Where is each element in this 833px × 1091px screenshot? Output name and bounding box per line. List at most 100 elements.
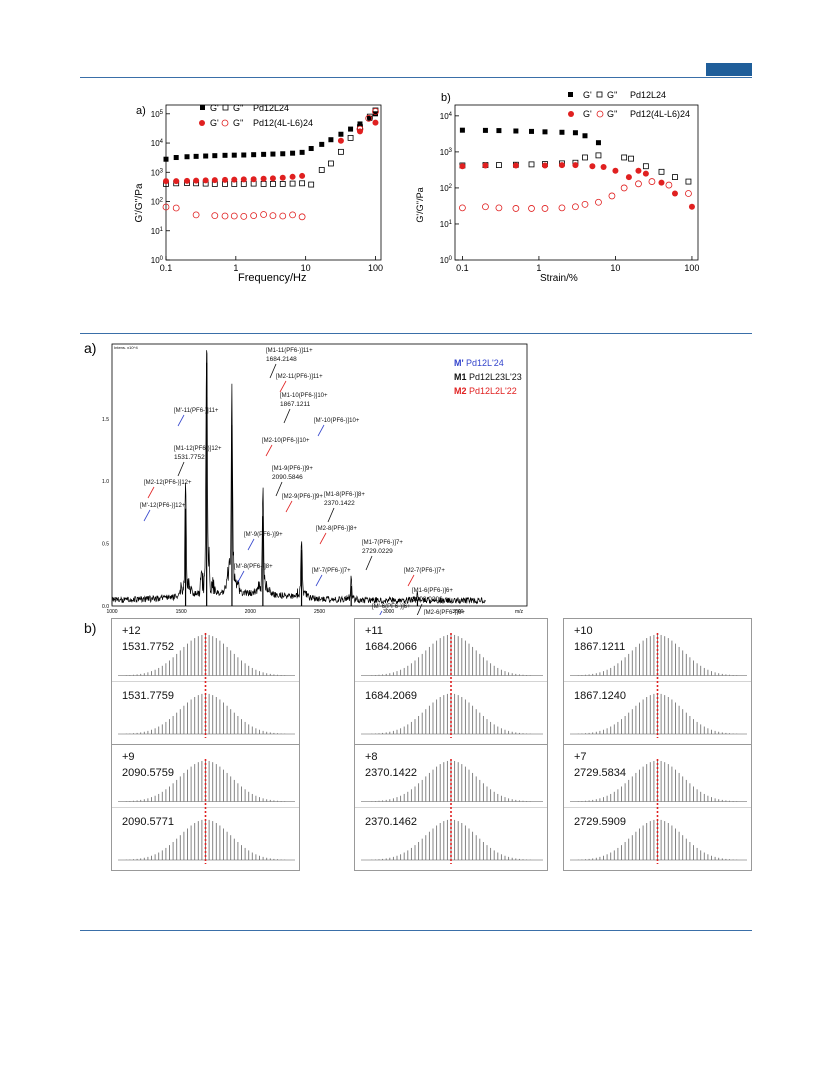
isotope-exp-mz: 2090.5759	[122, 767, 174, 779]
data-point	[582, 154, 588, 161]
plot-frame	[454, 104, 699, 261]
section-rule-2	[80, 930, 752, 931]
legend-gp-1: G'	[210, 103, 219, 113]
plot-frame	[111, 343, 528, 607]
ms-annotation-arrow	[147, 486, 155, 499]
isotope-panel: +9 2090.5759 2090.5771	[111, 744, 300, 871]
ms-annotation-arrow	[265, 444, 273, 457]
data-point	[595, 140, 601, 146]
ms-annotation: [M'-12(PF6-)]12+	[140, 503, 186, 509]
x-tick-label: 2000	[245, 609, 256, 615]
data-point	[173, 178, 180, 185]
isotope-exp-mz: 2370.1422	[365, 767, 417, 779]
data-point	[685, 178, 692, 185]
x-tick-label: 0.1	[456, 263, 469, 273]
data-point	[482, 127, 488, 133]
ms-annotation: [M'-11(PF6-)]11+	[174, 408, 219, 414]
legend-m2-key: M2	[454, 386, 467, 396]
section-rule-1	[80, 333, 752, 334]
ms-annotation-arrow	[379, 610, 383, 615]
data-point	[495, 204, 503, 212]
x-tick-label: 1500	[176, 609, 187, 615]
legend-b-compound-2: Pd12(4L-L6)24	[630, 109, 690, 119]
data-point	[270, 181, 276, 187]
isotope-charge: +11	[365, 625, 383, 637]
data-point	[231, 176, 238, 183]
data-point	[260, 181, 267, 187]
data-point	[163, 156, 169, 162]
data-point	[581, 200, 589, 208]
y-tick-label: 101	[440, 220, 453, 229]
data-point	[162, 203, 170, 211]
x-tick-label: 2500	[314, 609, 325, 615]
data-point	[541, 205, 549, 212]
isotope-panel: +8 2370.1422 2370.1462	[354, 744, 548, 871]
isotope-sim-mz: 2090.5771	[122, 815, 174, 828]
data-point	[688, 203, 695, 210]
data-point	[482, 162, 489, 169]
data-point	[628, 155, 634, 162]
data-point	[202, 177, 209, 184]
ms-annotation: [M'-8(PF6-)]8+	[234, 564, 273, 570]
data-point	[250, 212, 258, 219]
isotope-sim-mz: 1867.1240	[574, 689, 626, 702]
data-point	[251, 152, 257, 158]
data-point	[192, 211, 200, 219]
data-point	[269, 212, 277, 219]
x-tick-label: 0.1	[160, 263, 173, 273]
data-point	[269, 175, 276, 182]
y-tick-label: 102	[151, 198, 164, 207]
data-point	[459, 127, 465, 133]
data-point	[665, 181, 673, 189]
ms-annotation: [M'-7(PF6-)]7+	[312, 568, 351, 574]
panel-a-legend: G' G'' Pd12L24 G' G'' Pd12(4L-L6)24	[199, 103, 313, 128]
legend-marker-filled-square	[200, 105, 205, 110]
ms-annotation-value: 1684.2148	[266, 356, 297, 363]
isotope-exp-mz: 1684.2066	[365, 641, 417, 653]
ms-annotation-arrow	[177, 461, 185, 477]
isotope-charge: +7	[574, 751, 587, 763]
x-tick-label: 10	[610, 263, 620, 273]
ms-annotation-arrow	[237, 570, 245, 583]
data-point	[211, 212, 219, 219]
ms-annotation: [M2-9(PF6-)]9+	[282, 494, 323, 500]
data-point	[542, 129, 548, 135]
ms-annotation-value: 2370.1422	[324, 500, 355, 507]
data-point	[299, 180, 306, 187]
ms-plot: 1000 1500 2000 2500 3000 3500 m/z 0.0 0.5 1.0 1.5 […	[102, 343, 528, 615]
ms-legend: M' Pd12L'24 M1 Pd12L23L'23 M2 Pd12L2L'22	[454, 358, 522, 396]
y-tick-label: 103	[151, 168, 164, 177]
x-tick-label: 100	[684, 263, 699, 273]
legend-mprime-value: Pd12L'24	[466, 358, 504, 368]
data-point	[241, 152, 247, 158]
ms-annotation-value: 1867.1211	[280, 401, 311, 408]
data-point	[528, 205, 535, 212]
ms-annotation: [M2-12(PF6-)]12+	[144, 480, 192, 486]
data-point	[290, 150, 296, 156]
data-point	[279, 174, 286, 181]
data-point	[589, 163, 596, 170]
data-point	[367, 115, 373, 121]
data-point	[279, 181, 286, 187]
data-point	[193, 153, 199, 159]
data-point	[308, 146, 314, 152]
x-tick-label: 1	[536, 263, 541, 273]
legend-gpp-2: G''	[233, 118, 244, 128]
data-point	[203, 153, 209, 159]
data-point	[529, 128, 535, 134]
data-point	[260, 175, 267, 182]
isotope-panel: +10 1867.1211 1867.1240	[563, 618, 752, 745]
data-point	[338, 131, 344, 137]
data-point	[496, 162, 502, 168]
ms-annotation: [M1-7(PF6-)]7+	[362, 540, 403, 546]
y-tick-label: 104	[440, 112, 453, 121]
data-point	[600, 164, 607, 171]
data-point	[193, 177, 200, 184]
ms-annotation-value: 2090.5846	[272, 474, 303, 481]
data-point	[496, 128, 502, 134]
y-tick-label: 100	[151, 256, 164, 265]
data-point	[356, 128, 363, 135]
ms-annotation-arrow	[143, 509, 151, 522]
isotope-sim-mz: 1531.7759	[122, 689, 174, 702]
ms-annotation-arrow	[279, 380, 287, 393]
